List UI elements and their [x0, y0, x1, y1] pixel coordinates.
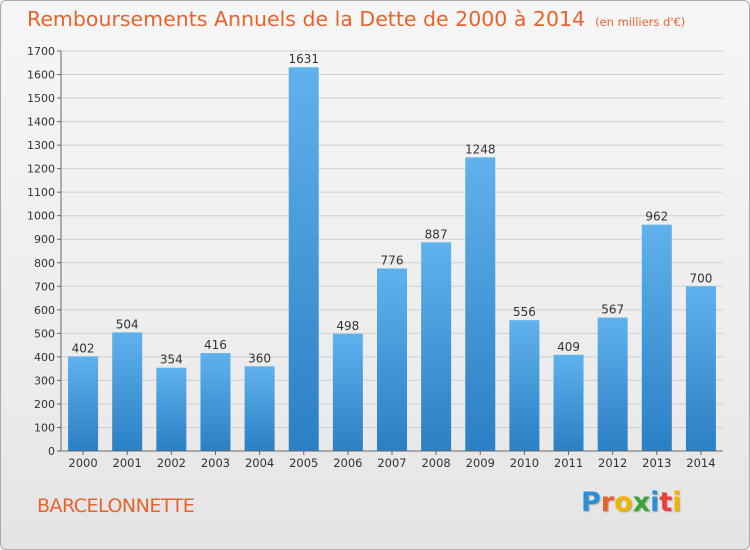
bar-2011 — [553, 354, 584, 451]
y-tick-label: 200 — [34, 398, 55, 411]
y-tick-label: 600 — [34, 304, 55, 317]
bar-value-label: 498 — [336, 319, 359, 333]
x-tick-label: 2004 — [245, 456, 274, 470]
y-tick-label: 1100 — [27, 186, 55, 199]
y-tick-label: 300 — [34, 374, 55, 387]
y-tick-label: 0 — [48, 445, 55, 458]
y-tick-label: 100 — [34, 421, 55, 434]
bar-value-label: 402 — [72, 341, 95, 355]
x-tick-label: 2011 — [554, 456, 583, 470]
bar-value-label: 1248 — [465, 142, 496, 156]
bar-2005 — [288, 67, 319, 451]
bar-value-label: 962 — [645, 210, 668, 224]
bar-2008 — [421, 242, 452, 451]
bar-2007 — [377, 268, 407, 451]
bar-value-label: 354 — [160, 353, 183, 367]
bar-value-label: 887 — [425, 227, 448, 241]
y-tick-label: 1300 — [27, 139, 55, 152]
x-tick-label: 2013 — [642, 456, 671, 470]
y-tick-label: 1200 — [27, 163, 55, 176]
x-tick-label: 2002 — [157, 456, 186, 470]
bar-value-label: 416 — [204, 338, 227, 352]
y-tick-label: 1600 — [27, 69, 55, 82]
bar-2014 — [685, 286, 716, 451]
chart-title-unit: (en milliers d'€) — [595, 15, 686, 29]
bar-value-label: 556 — [513, 305, 536, 319]
y-tick-label: 900 — [34, 233, 55, 246]
y-tick-label: 1000 — [27, 210, 55, 223]
y-tick-label: 1700 — [27, 45, 55, 58]
bar-2004 — [244, 366, 275, 451]
bars — [68, 67, 716, 451]
y-tick-label: 700 — [34, 280, 55, 293]
x-tick-label: 2014 — [686, 456, 715, 470]
labels: 0 100 200 300 400 500 600 700 800 900 1000 1100 1200… — [27, 45, 716, 470]
bar-2009 — [465, 157, 496, 451]
x-tick-label: 2012 — [598, 456, 627, 470]
bar-2010 — [509, 320, 540, 451]
bar-value-label: 409 — [557, 340, 580, 354]
x-tick-label: 2008 — [421, 456, 450, 470]
x-tick-label: 2007 — [377, 456, 406, 470]
bar-2001 — [112, 332, 143, 451]
city-name: BARCELONNETTE — [37, 495, 195, 517]
logo-letter: r — [600, 487, 615, 518]
bar-value-label: 700 — [689, 271, 712, 285]
y-tick-label: 1400 — [27, 116, 55, 129]
bar-value-label: 567 — [601, 303, 624, 317]
logo-letter: i — [650, 487, 660, 518]
chart-title: Remboursements Annuels de la Dette de 20… — [27, 7, 685, 31]
bar-2000 — [68, 356, 99, 451]
x-tick-label: 2010 — [510, 456, 539, 470]
bar-2002 — [156, 367, 187, 451]
bar-2006 — [332, 333, 363, 451]
logo-letter: P — [581, 487, 601, 518]
y-tick-label: 400 — [34, 351, 55, 364]
chart-title-main: Remboursements Annuels de la Dette de 20… — [27, 7, 586, 31]
bar-value-label: 776 — [381, 253, 404, 267]
logo-letter: o — [614, 487, 633, 518]
x-tick-label: 2009 — [466, 456, 495, 470]
x-tick-label: 2003 — [201, 456, 230, 470]
y-tick-label: 1500 — [27, 92, 55, 105]
x-tick-label: 2006 — [333, 456, 362, 470]
bar-2012 — [597, 317, 628, 451]
bar-value-label: 360 — [248, 351, 271, 365]
x-tick-label: 2000 — [68, 456, 97, 470]
x-tick-label: 2001 — [113, 456, 142, 470]
y-tick-label: 800 — [34, 257, 55, 270]
bar-2003 — [200, 353, 231, 451]
bar-2013 — [641, 224, 672, 451]
bar-value-label: 504 — [116, 317, 139, 331]
axes — [57, 50, 723, 455]
x-tick-label: 2005 — [289, 456, 318, 470]
bar-value-label: 1631 — [288, 52, 319, 66]
y-tick-label: 500 — [34, 327, 55, 340]
logo-letter: x — [632, 487, 651, 518]
logo-letter: t — [659, 487, 673, 518]
proxiti-logo: Proxiti — [581, 487, 682, 518]
logo-letter: i — [672, 487, 682, 518]
